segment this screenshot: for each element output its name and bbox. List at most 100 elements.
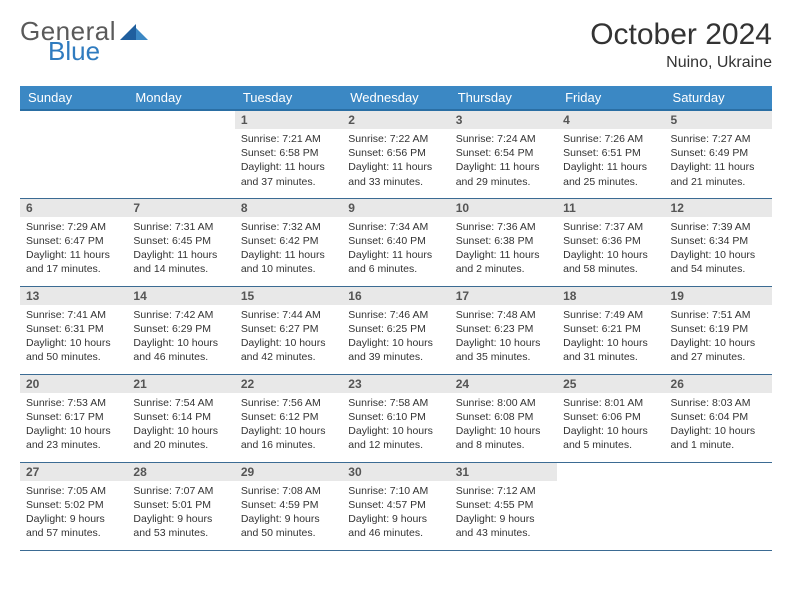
- sunset-text: Sunset: 4:55 PM: [456, 498, 551, 512]
- day-details: Sunrise: 7:37 AMSunset: 6:36 PMDaylight:…: [557, 217, 664, 281]
- day-details: Sunrise: 7:41 AMSunset: 6:31 PMDaylight:…: [20, 305, 127, 369]
- day-details: Sunrise: 7:32 AMSunset: 6:42 PMDaylight:…: [235, 217, 342, 281]
- sunset-text: Sunset: 4:59 PM: [241, 498, 336, 512]
- day-details: Sunrise: 7:31 AMSunset: 6:45 PMDaylight:…: [127, 217, 234, 281]
- calendar-cell: 2Sunrise: 7:22 AMSunset: 6:56 PMDaylight…: [342, 110, 449, 198]
- sunrise-text: Sunrise: 7:46 AM: [348, 308, 443, 322]
- calendar-cell: 23Sunrise: 7:58 AMSunset: 6:10 PMDayligh…: [342, 374, 449, 462]
- day-number: 2: [342, 111, 449, 129]
- daylight-text: Daylight: 10 hours and 39 minutes.: [348, 336, 443, 364]
- day-number: 19: [665, 287, 772, 305]
- daylight-text: Daylight: 11 hours and 6 minutes.: [348, 248, 443, 276]
- calendar-cell: 9Sunrise: 7:34 AMSunset: 6:40 PMDaylight…: [342, 198, 449, 286]
- daylight-text: Daylight: 11 hours and 10 minutes.: [241, 248, 336, 276]
- daylight-text: Daylight: 10 hours and 12 minutes.: [348, 424, 443, 452]
- title-block: October 2024 Nuino, Ukraine: [590, 18, 772, 72]
- calendar-cell: 14Sunrise: 7:42 AMSunset: 6:29 PMDayligh…: [127, 286, 234, 374]
- day-number: 8: [235, 199, 342, 217]
- sunrise-text: Sunrise: 7:41 AM: [26, 308, 121, 322]
- day-number: 29: [235, 463, 342, 481]
- calendar-cell: 22Sunrise: 7:56 AMSunset: 6:12 PMDayligh…: [235, 374, 342, 462]
- day-details: Sunrise: 7:08 AMSunset: 4:59 PMDaylight:…: [235, 481, 342, 545]
- daylight-text: Daylight: 10 hours and 54 minutes.: [671, 248, 766, 276]
- daylight-text: Daylight: 10 hours and 23 minutes.: [26, 424, 121, 452]
- daylight-text: Daylight: 9 hours and 50 minutes.: [241, 512, 336, 540]
- calendar-cell: 5Sunrise: 7:27 AMSunset: 6:49 PMDaylight…: [665, 110, 772, 198]
- day-number: 1: [235, 111, 342, 129]
- daylight-text: Daylight: 10 hours and 46 minutes.: [133, 336, 228, 364]
- calendar-row: 6Sunrise: 7:29 AMSunset: 6:47 PMDaylight…: [20, 198, 772, 286]
- day-details: Sunrise: 7:26 AMSunset: 6:51 PMDaylight:…: [557, 129, 664, 193]
- day-details: Sunrise: 7:42 AMSunset: 6:29 PMDaylight:…: [127, 305, 234, 369]
- calendar-cell: 13Sunrise: 7:41 AMSunset: 6:31 PMDayligh…: [20, 286, 127, 374]
- day-number: 25: [557, 375, 664, 393]
- sunrise-text: Sunrise: 7:21 AM: [241, 132, 336, 146]
- day-details: Sunrise: 7:21 AMSunset: 6:58 PMDaylight:…: [235, 129, 342, 193]
- daylight-text: Daylight: 10 hours and 5 minutes.: [563, 424, 658, 452]
- day-number: 22: [235, 375, 342, 393]
- sunset-text: Sunset: 6:34 PM: [671, 234, 766, 248]
- day-details: Sunrise: 7:39 AMSunset: 6:34 PMDaylight:…: [665, 217, 772, 281]
- sunset-text: Sunset: 6:45 PM: [133, 234, 228, 248]
- day-number: 26: [665, 375, 772, 393]
- day-details: Sunrise: 7:44 AMSunset: 6:27 PMDaylight:…: [235, 305, 342, 369]
- sunrise-text: Sunrise: 7:31 AM: [133, 220, 228, 234]
- sunset-text: Sunset: 6:49 PM: [671, 146, 766, 160]
- sunset-text: Sunset: 6:10 PM: [348, 410, 443, 424]
- sunrise-text: Sunrise: 7:32 AM: [241, 220, 336, 234]
- day-details: Sunrise: 7:07 AMSunset: 5:01 PMDaylight:…: [127, 481, 234, 545]
- daylight-text: Daylight: 11 hours and 17 minutes.: [26, 248, 121, 276]
- calendar-cell: 19Sunrise: 7:51 AMSunset: 6:19 PMDayligh…: [665, 286, 772, 374]
- weekday-header: Thursday: [450, 86, 557, 110]
- sunset-text: Sunset: 6:23 PM: [456, 322, 551, 336]
- sunrise-text: Sunrise: 7:37 AM: [563, 220, 658, 234]
- day-details: Sunrise: 7:34 AMSunset: 6:40 PMDaylight:…: [342, 217, 449, 281]
- day-details: Sunrise: 7:29 AMSunset: 6:47 PMDaylight:…: [20, 217, 127, 281]
- daylight-text: Daylight: 9 hours and 57 minutes.: [26, 512, 121, 540]
- calendar-cell: 8Sunrise: 7:32 AMSunset: 6:42 PMDaylight…: [235, 198, 342, 286]
- logo-text-blue: Blue: [48, 38, 148, 64]
- calendar-cell: 20Sunrise: 7:53 AMSunset: 6:17 PMDayligh…: [20, 374, 127, 462]
- calendar-cell: 21Sunrise: 7:54 AMSunset: 6:14 PMDayligh…: [127, 374, 234, 462]
- sunset-text: Sunset: 6:21 PM: [563, 322, 658, 336]
- day-details: Sunrise: 7:27 AMSunset: 6:49 PMDaylight:…: [665, 129, 772, 193]
- day-number: 20: [20, 375, 127, 393]
- day-number: 31: [450, 463, 557, 481]
- day-details: Sunrise: 7:54 AMSunset: 6:14 PMDaylight:…: [127, 393, 234, 457]
- calendar-cell: 7Sunrise: 7:31 AMSunset: 6:45 PMDaylight…: [127, 198, 234, 286]
- sunset-text: Sunset: 6:54 PM: [456, 146, 551, 160]
- weekday-header: Saturday: [665, 86, 772, 110]
- sunrise-text: Sunrise: 7:12 AM: [456, 484, 551, 498]
- weekday-header-row: Sunday Monday Tuesday Wednesday Thursday…: [20, 86, 772, 110]
- daylight-text: Daylight: 11 hours and 29 minutes.: [456, 160, 551, 188]
- sunset-text: Sunset: 6:08 PM: [456, 410, 551, 424]
- sunrise-text: Sunrise: 7:05 AM: [26, 484, 121, 498]
- sunrise-text: Sunrise: 7:53 AM: [26, 396, 121, 410]
- calendar-cell: 4Sunrise: 7:26 AMSunset: 6:51 PMDaylight…: [557, 110, 664, 198]
- calendar-cell: [20, 110, 127, 198]
- daylight-text: Daylight: 11 hours and 37 minutes.: [241, 160, 336, 188]
- daylight-text: Daylight: 11 hours and 14 minutes.: [133, 248, 228, 276]
- page-header: General Blue October 2024 Nuino, Ukraine: [20, 18, 772, 72]
- day-number: 10: [450, 199, 557, 217]
- daylight-text: Daylight: 10 hours and 16 minutes.: [241, 424, 336, 452]
- sunset-text: Sunset: 6:14 PM: [133, 410, 228, 424]
- calendar-row: 27Sunrise: 7:05 AMSunset: 5:02 PMDayligh…: [20, 462, 772, 550]
- day-details: Sunrise: 7:10 AMSunset: 4:57 PMDaylight:…: [342, 481, 449, 545]
- sunset-text: Sunset: 6:56 PM: [348, 146, 443, 160]
- day-details: Sunrise: 8:01 AMSunset: 6:06 PMDaylight:…: [557, 393, 664, 457]
- sunrise-text: Sunrise: 7:08 AM: [241, 484, 336, 498]
- sunset-text: Sunset: 6:31 PM: [26, 322, 121, 336]
- sunset-text: Sunset: 6:38 PM: [456, 234, 551, 248]
- day-details: Sunrise: 7:48 AMSunset: 6:23 PMDaylight:…: [450, 305, 557, 369]
- day-number: 7: [127, 199, 234, 217]
- sunset-text: Sunset: 6:58 PM: [241, 146, 336, 160]
- daylight-text: Daylight: 11 hours and 25 minutes.: [563, 160, 658, 188]
- day-number: 5: [665, 111, 772, 129]
- location-label: Nuino, Ukraine: [590, 54, 772, 72]
- sunrise-text: Sunrise: 7:42 AM: [133, 308, 228, 322]
- weekday-header: Tuesday: [235, 86, 342, 110]
- daylight-text: Daylight: 10 hours and 8 minutes.: [456, 424, 551, 452]
- day-number: 3: [450, 111, 557, 129]
- sunset-text: Sunset: 6:36 PM: [563, 234, 658, 248]
